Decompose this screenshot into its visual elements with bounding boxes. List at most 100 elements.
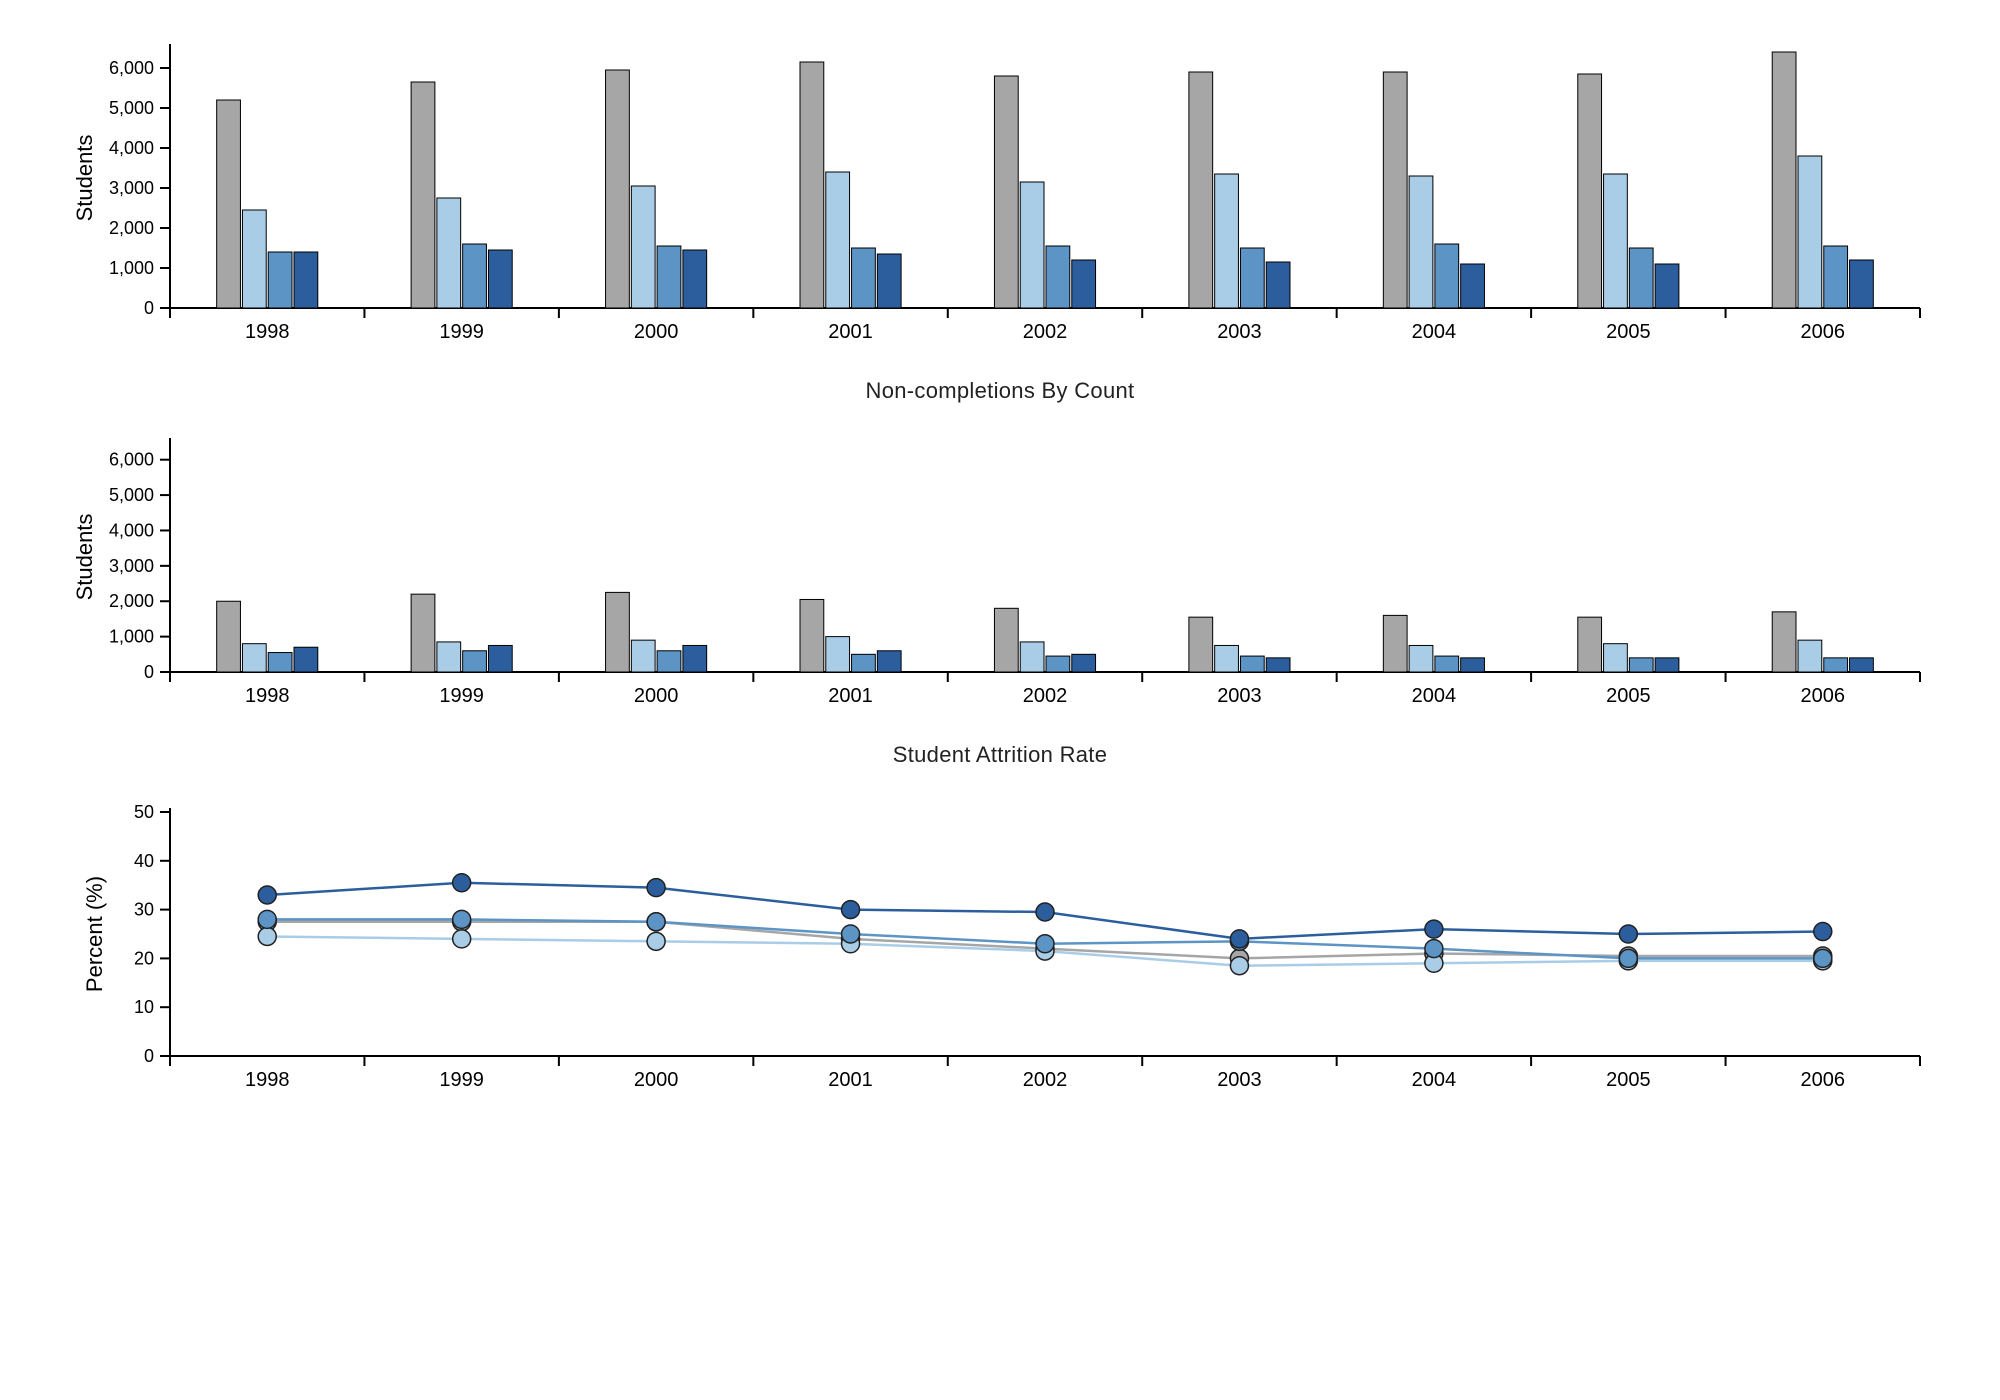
bar <box>1798 640 1822 672</box>
bar <box>463 244 487 308</box>
bar <box>1461 658 1485 672</box>
svg-text:3,000: 3,000 <box>109 556 154 576</box>
bar <box>1072 654 1096 672</box>
bar <box>488 645 512 672</box>
bar <box>877 651 901 672</box>
bar <box>1850 658 1874 672</box>
svg-text:2005: 2005 <box>1606 321 1651 343</box>
bar <box>242 644 266 672</box>
bar <box>657 246 681 308</box>
bar <box>1240 656 1264 672</box>
svg-text:2001: 2001 <box>828 685 873 707</box>
svg-text:40: 40 <box>134 851 154 871</box>
bar <box>217 100 241 308</box>
data-marker <box>1619 949 1637 967</box>
bar <box>606 592 630 672</box>
bar <box>1655 264 1679 308</box>
svg-text:Students: Students <box>72 135 97 222</box>
svg-text:2000: 2000 <box>634 685 679 707</box>
bar <box>1409 176 1433 308</box>
bar <box>683 250 707 308</box>
svg-text:2003: 2003 <box>1217 321 1262 343</box>
data-marker <box>1230 930 1248 948</box>
bar <box>488 250 512 308</box>
svg-text:1,000: 1,000 <box>109 258 154 278</box>
bar <box>1046 656 1070 672</box>
bar <box>1266 658 1290 672</box>
chart-2-section-title: Non-completions By Count <box>60 378 1940 404</box>
bar <box>1435 244 1459 308</box>
svg-text:2000: 2000 <box>634 321 679 343</box>
svg-text:1998: 1998 <box>245 1069 290 1091</box>
svg-text:2002: 2002 <box>1023 1069 1068 1091</box>
bar <box>268 653 292 672</box>
bar <box>800 599 824 672</box>
data-marker <box>647 913 665 931</box>
svg-text:2001: 2001 <box>828 1069 873 1091</box>
bar <box>1824 658 1848 672</box>
bar <box>1629 658 1653 672</box>
svg-text:0: 0 <box>144 662 154 682</box>
chart-2-noncompletions: 01,0002,0003,0004,0005,0006,000Students1… <box>60 434 1940 724</box>
svg-text:1998: 1998 <box>245 321 290 343</box>
bar <box>1435 656 1459 672</box>
bar <box>1798 156 1822 308</box>
chart-3-section-title: Student Attrition Rate <box>60 742 1940 768</box>
bar <box>1604 644 1628 672</box>
chart-3-attrition: 01020304050Percent (%)199819992000200120… <box>60 798 1940 1108</box>
bar <box>606 70 630 308</box>
bar <box>1215 174 1239 308</box>
bar <box>1461 264 1485 308</box>
data-marker <box>1425 940 1443 958</box>
data-marker <box>1619 925 1637 943</box>
svg-text:1999: 1999 <box>439 321 484 343</box>
svg-text:2,000: 2,000 <box>109 591 154 611</box>
svg-text:30: 30 <box>134 900 154 920</box>
data-marker <box>258 886 276 904</box>
svg-text:2004: 2004 <box>1412 321 1457 343</box>
bar <box>1046 246 1070 308</box>
svg-text:1999: 1999 <box>439 1069 484 1091</box>
svg-text:6,000: 6,000 <box>109 450 154 470</box>
bar <box>463 651 487 672</box>
svg-text:6,000: 6,000 <box>109 58 154 78</box>
svg-text:1998: 1998 <box>245 685 290 707</box>
svg-text:10: 10 <box>134 997 154 1017</box>
data-marker <box>258 927 276 945</box>
bar <box>852 654 876 672</box>
svg-text:2002: 2002 <box>1023 321 1068 343</box>
bar <box>437 198 461 308</box>
svg-text:2005: 2005 <box>1606 685 1651 707</box>
svg-text:20: 20 <box>134 948 154 968</box>
bar <box>826 637 850 672</box>
data-marker <box>1036 935 1054 953</box>
data-marker <box>1814 923 1832 941</box>
data-marker <box>258 910 276 928</box>
bar <box>1215 645 1239 672</box>
bar <box>994 76 1018 308</box>
svg-text:2005: 2005 <box>1606 1069 1651 1091</box>
bar <box>1604 174 1628 308</box>
bar <box>1578 617 1602 672</box>
bar <box>411 594 435 672</box>
data-marker <box>1814 949 1832 967</box>
data-marker <box>453 930 471 948</box>
svg-text:2004: 2004 <box>1412 1069 1457 1091</box>
svg-text:Students: Students <box>72 514 97 601</box>
bar <box>631 640 655 672</box>
data-marker <box>453 910 471 928</box>
bar <box>1020 642 1044 672</box>
bar <box>877 254 901 308</box>
svg-text:2,000: 2,000 <box>109 218 154 238</box>
svg-text:2003: 2003 <box>1217 685 1262 707</box>
bar <box>657 651 681 672</box>
bar <box>1020 182 1044 308</box>
svg-text:3,000: 3,000 <box>109 178 154 198</box>
bar <box>1266 262 1290 308</box>
svg-text:0: 0 <box>144 1046 154 1066</box>
chart-1-enrolment: 01,0002,0003,0004,0005,0006,000Students1… <box>60 40 1940 360</box>
svg-text:5,000: 5,000 <box>109 485 154 505</box>
data-marker <box>1230 957 1248 975</box>
svg-text:4,000: 4,000 <box>109 520 154 540</box>
bar <box>631 186 655 308</box>
